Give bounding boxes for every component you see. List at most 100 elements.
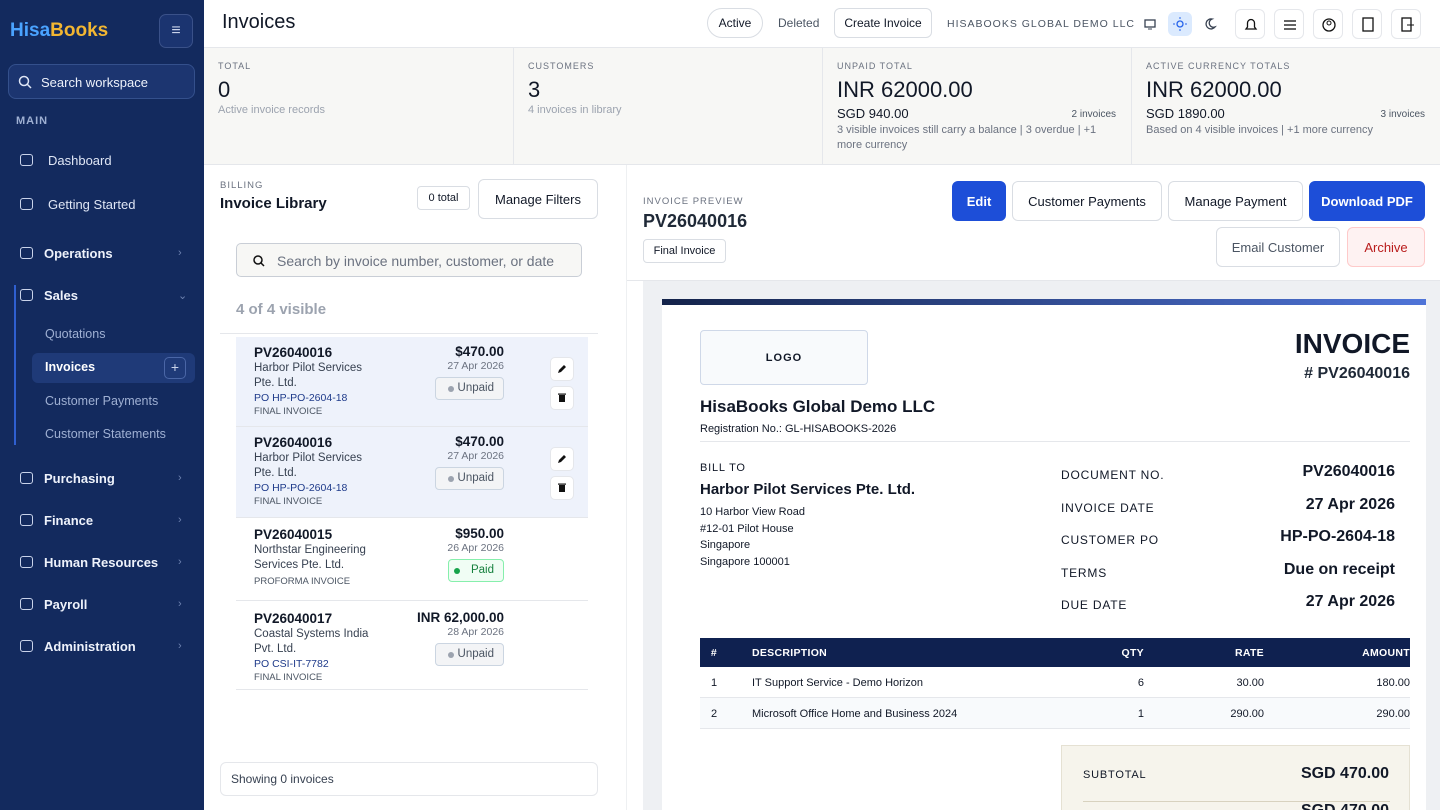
nav-subitem[interactable]: Customer Payments — [45, 394, 159, 408]
company[interactable] — [1352, 9, 1382, 39]
meta-value: Due on receipt — [1283, 560, 1395, 578]
stat-sub: 3 visible invoices still carry a balance… — [837, 124, 1097, 151]
section-label: MAIN — [16, 115, 49, 127]
invoice-card[interactable]: PV26040016 Harbor Pilot Services Pte. Ltd… — [236, 337, 588, 427]
logout[interactable] — [1391, 9, 1421, 39]
nav-item[interactable]: Finance › — [20, 512, 196, 530]
column-header: RATE — [1234, 647, 1264, 659]
settings[interactable] — [1274, 9, 1304, 39]
manage-payment-button[interactable]: Manage Payment — [1168, 181, 1303, 221]
nav-icon — [20, 640, 33, 652]
invoice-po: PO HP-PO-2604-18 — [254, 392, 348, 404]
sidebar-search[interactable]: Search workspace — [8, 64, 195, 99]
tab-active[interactable]: Active — [707, 8, 763, 38]
meta-label: DOCUMENT NO. — [1061, 468, 1165, 482]
company-name: HisaBooks Global Demo LLC — [700, 397, 936, 416]
stat-sub: Active invoice records — [218, 104, 325, 116]
nav-item[interactable]: Human Resources › — [20, 554, 196, 572]
meta-value: 27 Apr 2026 — [1305, 593, 1395, 610]
meta-label: CUSTOMER PO — [1061, 533, 1159, 547]
menu-button[interactable]: ≡ — [159, 14, 193, 48]
table-cell: Microsoft Office Home and Business 2024 — [752, 708, 958, 720]
divider — [627, 280, 1440, 281]
column-header: AMOUNT — [1362, 647, 1410, 659]
manage-filters[interactable]: Manage Filters — [478, 179, 598, 219]
theme-desktop[interactable] — [1138, 12, 1162, 36]
table-cell: 2 — [710, 708, 718, 720]
nav-label: Dashboard — [48, 153, 112, 168]
nav-label: Sales — [44, 288, 78, 303]
nav-label: Human Resources — [44, 555, 159, 570]
status-badge: Unpaid — [434, 643, 504, 666]
nav-subitem[interactable]: Invoices — [45, 360, 96, 374]
download-pdf-button[interactable]: Download PDF — [1309, 181, 1425, 221]
stat-sub: Based on 4 visible invoices | +1 more cu… — [1146, 124, 1373, 136]
meta-label: DUE DATE — [1061, 598, 1128, 612]
nav-subitem[interactable]: Quotations — [45, 327, 106, 341]
edit-icon[interactable] — [550, 357, 574, 381]
invoice-customer: Harbor Pilot Services Pte. Ltd. — [254, 452, 363, 479]
invoice-card[interactable]: PV26040016 Harbor Pilot Services Pte. Ltd… — [236, 427, 588, 518]
nav-label: Getting Started — [48, 197, 136, 212]
profile[interactable] — [1313, 9, 1343, 39]
invoice-type: FINAL INVOICE — [254, 672, 323, 683]
invoice-amount: $470.00 — [455, 344, 504, 359]
doc-number: # PV26040016 — [1304, 365, 1410, 382]
library-search[interactable]: Search by invoice number, customer, or d… — [236, 243, 582, 277]
nav-subitem[interactable]: Customer Statements — [45, 427, 166, 441]
invoice-number: PV26040016 — [254, 435, 333, 450]
delete-icon[interactable] — [550, 476, 574, 500]
nav-item[interactable]: Sales ⌄ — [20, 287, 196, 305]
invoice-type: FINAL INVOICE — [254, 496, 323, 507]
search-text: Search workspace — [41, 75, 148, 90]
nav-item[interactable]: Payroll › — [20, 596, 196, 614]
invoice-card[interactable]: PV26040017 Coastal Systems India Pvt. Ltd… — [236, 603, 588, 690]
invoice-number: PV26040017 — [254, 611, 333, 626]
theme-dark[interactable] — [1198, 12, 1222, 36]
create-invoice[interactable]: Create Invoice — [834, 8, 932, 38]
stat-secondary: SGD 1890.00 — [1146, 106, 1225, 121]
table-cell: 290.00 — [1376, 708, 1410, 720]
nav-item[interactable]: Purchasing › — [20, 470, 196, 488]
theme-light[interactable] — [1168, 12, 1192, 36]
notifications[interactable] — [1235, 9, 1265, 39]
nav-chevron: › — [178, 556, 182, 568]
stat-value: 0 — [218, 77, 231, 102]
brand-a: Hisa — [10, 20, 51, 41]
nav-chevron: › — [178, 640, 182, 652]
tab-deleted[interactable]: Deleted — [778, 16, 820, 30]
email-button[interactable]: Email Customer — [1216, 227, 1340, 267]
archive-button[interactable]: Archive — [1347, 227, 1425, 267]
customer-payments-button[interactable]: Customer Payments — [1012, 181, 1162, 221]
address-line: #12-01 Pilot House — [700, 522, 794, 535]
registration: Registration No.: GL-HISABOOKS-2026 — [700, 423, 897, 435]
status-badge: Unpaid — [434, 377, 504, 400]
invoice-card[interactable]: PV26040015 Northstar Engineering Services… — [236, 519, 588, 601]
stat-card: CUSTOMERS 3 4 invoices in library — [513, 48, 822, 164]
nav-item[interactable]: Dashboard — [20, 152, 196, 170]
nav-item[interactable]: Getting Started — [20, 196, 196, 214]
nav-item[interactable]: Operations › — [20, 245, 196, 263]
stat-label: UNPAID TOTAL — [837, 61, 913, 71]
nav-icon — [20, 598, 33, 610]
delete-icon[interactable] — [550, 386, 574, 410]
edit-icon[interactable] — [550, 447, 574, 471]
nav-chevron: › — [178, 247, 182, 259]
nav-item[interactable]: Administration › — [20, 638, 196, 656]
table-cell: 1 — [1137, 708, 1144, 720]
nav-chevron: › — [178, 598, 182, 610]
doc-heading: INVOICE — [1294, 328, 1410, 359]
invoice-date: 28 Apr 2026 — [447, 626, 504, 638]
library-footer: Showing 0 invoices — [220, 762, 598, 796]
stats-row: TOTAL 0 Active invoice records CUSTOMERS 3 4 … — [204, 48, 1440, 165]
invoice-number: PV26040016 — [254, 345, 333, 360]
status-dot — [448, 476, 454, 482]
edit-button[interactable]: Edit — [952, 181, 1006, 221]
meta-value: 27 Apr 2026 — [1305, 495, 1395, 513]
divider — [220, 333, 598, 334]
nav-icon — [20, 556, 33, 568]
stat-sub: 4 invoices in library — [528, 104, 622, 116]
table-cell: 6 — [1137, 677, 1144, 689]
status-dot — [448, 386, 454, 392]
